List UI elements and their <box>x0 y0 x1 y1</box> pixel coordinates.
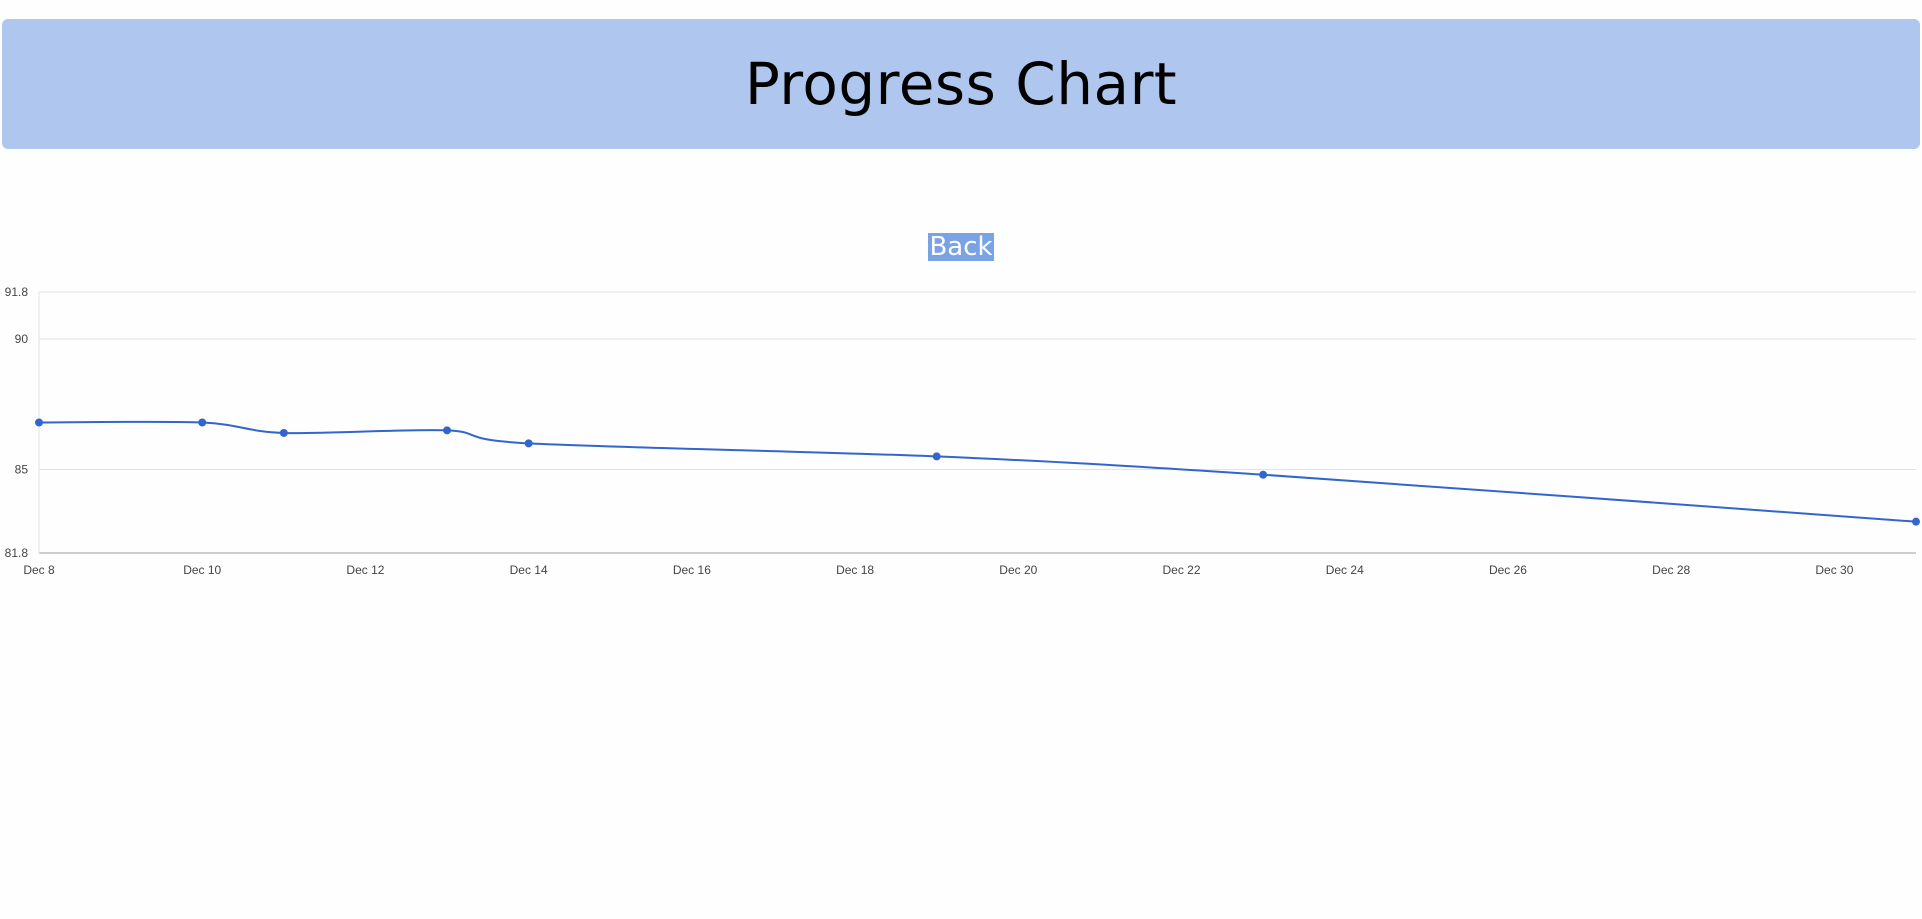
y-tick-label: 90 <box>15 332 29 346</box>
x-tick-label: Dec 30 <box>1815 563 1853 577</box>
x-axis-ticks: Dec 8 Dec 10 Dec 12 Dec 14 Dec 16 Dec 18 Dec 2… <box>23 563 1853 577</box>
chart-series <box>35 418 1920 526</box>
x-tick-label: Dec 28 <box>1652 563 1690 577</box>
data-point[interactable] <box>198 418 207 427</box>
back-button[interactable]: Back <box>928 232 994 262</box>
y-tick-label: 85 <box>15 462 29 476</box>
y-tick-label: 91.8 <box>5 285 29 299</box>
y-tick-label: 81.8 <box>5 546 29 560</box>
x-tick-label: Dec 14 <box>510 563 548 577</box>
x-tick-label: Dec 10 <box>183 563 221 577</box>
x-tick-label: Dec 8 <box>23 563 55 577</box>
header-banner: Progress Chart <box>2 19 1920 149</box>
data-point[interactable] <box>1259 470 1268 479</box>
x-tick-label: Dec 20 <box>999 563 1037 577</box>
series-line <box>38 420 1917 523</box>
chart-gridlines <box>38 291 1916 554</box>
data-point[interactable] <box>35 418 43 427</box>
x-tick-label: Dec 22 <box>1163 563 1201 577</box>
x-tick-label: Dec 16 <box>673 563 711 577</box>
x-tick-label: Dec 18 <box>836 563 874 577</box>
data-point[interactable] <box>443 426 452 435</box>
data-point[interactable] <box>524 439 533 448</box>
data-point[interactable] <box>1912 517 1920 526</box>
data-point[interactable] <box>932 452 941 461</box>
x-tick-label: Dec 26 <box>1489 563 1527 577</box>
back-row: Back <box>0 233 1922 261</box>
page-title: Progress Chart <box>744 50 1178 118</box>
x-tick-label: Dec 24 <box>1326 563 1364 577</box>
data-point[interactable] <box>279 428 288 437</box>
y-axis-ticks: 81.8 85 90 91.8 <box>5 285 29 560</box>
x-tick-label: Dec 12 <box>346 563 384 577</box>
